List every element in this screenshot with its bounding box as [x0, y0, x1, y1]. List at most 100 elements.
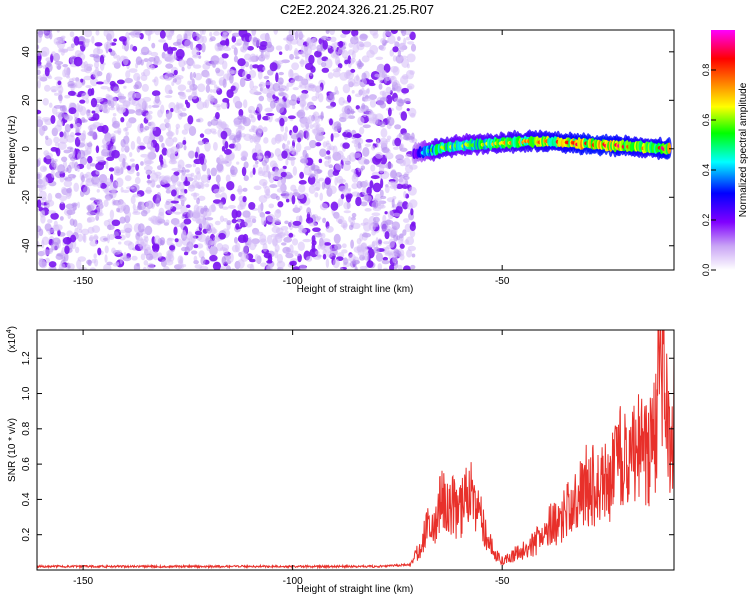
noise-blob [359, 33, 368, 42]
noise-blob [37, 159, 41, 167]
noise-blob [300, 119, 306, 128]
noise-blob [123, 252, 127, 260]
noise-blob [409, 31, 416, 41]
noise-blob [357, 142, 362, 149]
noise-blob [125, 210, 132, 220]
noise-blob [252, 164, 259, 168]
y-tick-label: 20 [21, 94, 32, 106]
noise-blob [200, 207, 205, 215]
noise-blob [141, 83, 149, 92]
noise-blob [47, 75, 53, 80]
noise-blob [148, 217, 153, 222]
noise-blob [242, 117, 251, 127]
noise-blob [252, 85, 259, 89]
noise-blob [64, 94, 71, 99]
noise-blob [379, 97, 388, 102]
noise-blob [284, 220, 289, 225]
noise-blob [65, 167, 69, 172]
noise-blob [302, 238, 312, 243]
noise-blob [166, 237, 173, 246]
noise-blob [74, 132, 82, 136]
noise-blob [342, 157, 348, 163]
noise-blob [61, 104, 67, 113]
noise-blob [48, 261, 57, 268]
noise-blob [254, 253, 260, 263]
noise-blob [330, 133, 334, 142]
y-tick-label: 0.8 [21, 421, 32, 435]
noise-blob [372, 221, 379, 225]
noise-blob [277, 178, 286, 189]
noise-blob [371, 240, 378, 247]
noise-blob [328, 145, 335, 151]
noise-blob [59, 195, 68, 202]
noise-blob [251, 133, 258, 143]
noise-blob [301, 80, 309, 84]
noise-blob [226, 89, 234, 99]
noise-blob [215, 111, 220, 120]
noise-blob [342, 142, 350, 149]
noise-blob [110, 96, 118, 107]
noise-blob [377, 263, 383, 270]
noise-blob [325, 105, 334, 109]
noise-blob [372, 216, 380, 223]
noise-blob [94, 209, 98, 213]
noise-blob [292, 166, 298, 176]
noise-blob [395, 172, 402, 178]
noise-blob [257, 70, 263, 80]
noise-blob [94, 66, 100, 77]
noise-blob [221, 256, 226, 265]
noise-blob [316, 169, 323, 174]
noise-blob [269, 160, 278, 169]
noise-blob [106, 261, 113, 266]
y-tick-label: 0.4 [21, 492, 32, 506]
noise-blob [381, 259, 390, 265]
noise-blob [297, 137, 302, 143]
noise-blob [204, 141, 211, 152]
noise-blob [291, 62, 300, 71]
noise-blob [385, 152, 394, 160]
noise-blob [291, 238, 299, 246]
noise-blob [263, 75, 270, 80]
noise-blob [161, 147, 168, 156]
noise-blob [81, 92, 90, 100]
noise-blob [368, 117, 377, 122]
noise-blob [315, 91, 320, 99]
noise-blob [180, 189, 185, 199]
noise-blob [250, 114, 255, 118]
noise-blob [137, 123, 145, 134]
noise-blob [286, 34, 295, 42]
noise-blob [53, 37, 62, 46]
noise-blob [397, 99, 407, 104]
noise-blob [231, 218, 237, 224]
noise-blob [225, 259, 232, 265]
noise-blob [199, 133, 205, 138]
noise-blob [76, 103, 80, 112]
noise-blob [139, 32, 144, 40]
noise-blob [333, 243, 342, 250]
noise-blob [104, 106, 110, 114]
noise-blob [349, 36, 359, 45]
noise-blob [188, 210, 194, 218]
noise-blob [410, 208, 414, 216]
noise-blob [132, 45, 138, 52]
noise-blob [306, 207, 312, 215]
noise-blob [304, 83, 313, 91]
noise-blob [246, 263, 254, 269]
noise-blob [257, 204, 263, 214]
noise-blob [368, 82, 376, 87]
noise-blob [311, 37, 317, 46]
noise-blob [134, 176, 141, 185]
noise-blob [224, 141, 229, 150]
noise-blob [372, 206, 382, 212]
noise-blob [341, 49, 349, 59]
noise-blob [258, 44, 267, 51]
noise-blob [411, 221, 416, 227]
noise-blob [51, 157, 55, 166]
noise-blob [218, 201, 224, 209]
noise-blob [61, 156, 68, 162]
noise-blob [237, 58, 246, 67]
noise-blob [320, 111, 324, 120]
noise-blob [220, 130, 228, 140]
noise-blob [404, 223, 412, 233]
noise-blob [139, 241, 147, 251]
